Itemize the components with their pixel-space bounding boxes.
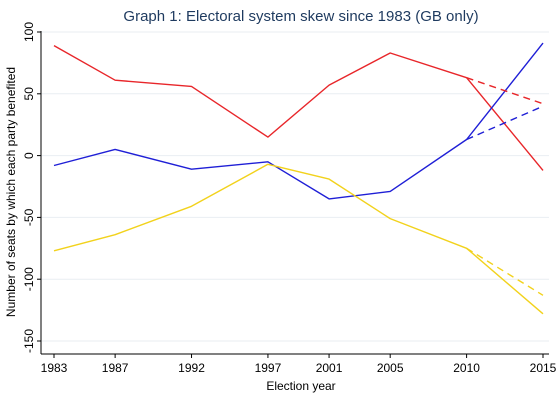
y-tick-label: -150: [22, 329, 36, 353]
y-tick-label: -50: [22, 208, 36, 226]
x-tick-label: 1997: [255, 361, 282, 375]
series-line-4: [466, 77, 544, 105]
y-tick-label: 100: [22, 22, 36, 42]
chart-title: Graph 1: Electoral system skew since 198…: [123, 8, 478, 25]
series-line-6: [466, 247, 544, 296]
series-line-3: [53, 163, 544, 315]
x-tick-label: 2005: [377, 361, 404, 375]
series-lines: [53, 42, 544, 315]
y-axis-label: Number of seats by which each party bene…: [4, 67, 18, 317]
x-axis-ticks: 1983 1987 1992 1997 2001 2005 2010 2015: [41, 354, 557, 375]
x-tick-label: 2015: [530, 361, 557, 375]
x-axis-label: Election year: [266, 379, 335, 393]
x-tick-label: 2010: [453, 361, 480, 375]
series-line-1: [53, 44, 544, 171]
y-tick-label: 0: [22, 152, 36, 159]
y-tick-label: -100: [22, 267, 36, 291]
grid: [41, 31, 549, 342]
x-tick-label: 1987: [102, 361, 129, 375]
x-tick-label: 1992: [178, 361, 205, 375]
y-axis-ticks: 100 50 0 -50 -100 -150: [22, 22, 41, 353]
axes: [40, 31, 549, 355]
x-tick-label: 2001: [316, 361, 343, 375]
series-line-2: [53, 42, 544, 200]
x-tick-label: 1983: [41, 361, 68, 375]
y-tick-label: 50: [22, 87, 36, 101]
series-line-5: [466, 105, 544, 141]
